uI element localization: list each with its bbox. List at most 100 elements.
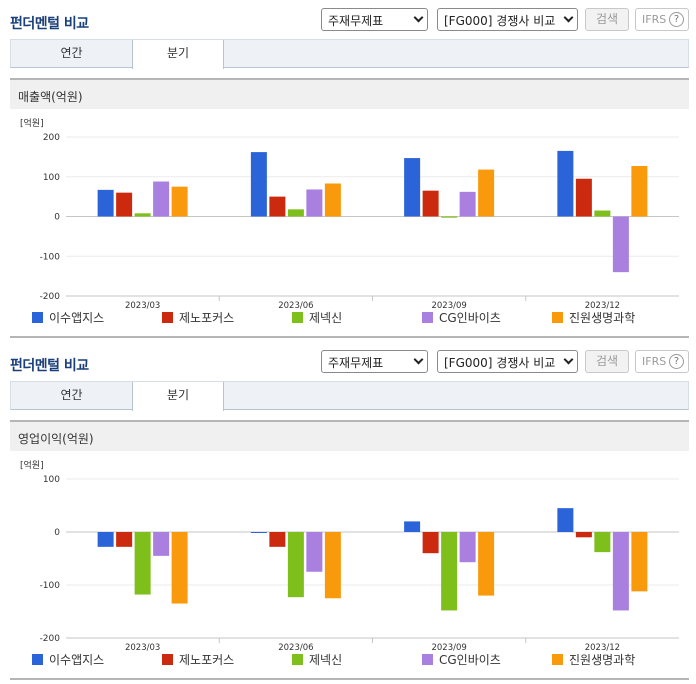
ifrs-button[interactable]: IFRS ? (635, 8, 689, 31)
ifrs-label: IFRS (642, 355, 667, 368)
bar (631, 532, 648, 592)
legend-item[interactable]: 이수앱지스 (32, 309, 104, 326)
bar (171, 186, 188, 217)
tab-annual[interactable]: 연간 (60, 388, 83, 402)
chevron-down-icon (563, 354, 574, 365)
y-tick-label: -200 (40, 292, 61, 302)
bar (557, 150, 574, 217)
compare-select[interactable]: [FG000] 경쟁사 비교 (437, 350, 578, 373)
fundamental-panel-revenue: 펀더멘털 비교 주재무제표 [FG000] 경쟁사 비교 검색 IFRS ? 연… (0, 0, 696, 339)
statement-select[interactable]: 주재무제표 (321, 8, 428, 31)
revenue-chart: [억원] 200 100 0 -100 -200 2023/03 2023/06 2023/09… (10, 109, 689, 339)
bar (441, 216, 458, 218)
chevron-down-icon (413, 12, 424, 23)
divider (10, 336, 689, 338)
panel-title: 펀더멘털 비교 (10, 16, 89, 32)
bar (557, 508, 574, 532)
legend-label: 제넥신 (309, 653, 343, 667)
revenue-chart-svg: [억원] 200 100 0 -100 -200 2023/03 2023/06 2023/09… (20, 117, 679, 309)
panel-header: 펀더멘털 비교 주재무제표 [FG000] 경쟁사 비교 검색 IFRS ? (0, 0, 696, 38)
legend-swatch (32, 654, 43, 665)
bar (116, 192, 133, 217)
chart-legend: 이수앱지스 제노포커스 제넥신 CG인바이츠 진원생명과학 (30, 651, 690, 671)
bar (422, 532, 439, 554)
chevron-down-icon (563, 12, 574, 23)
legend-label: 이수앱지스 (49, 311, 105, 325)
tab-annual[interactable]: 연간 (60, 46, 83, 60)
y-tick-label: 0 (54, 213, 60, 223)
bar (287, 532, 304, 598)
tab-quarterly[interactable]: 분기 (132, 382, 224, 411)
chart-legend: 이수앱지스 제노포커스 제넥신 CG인바이츠 진원생명과학 (30, 309, 690, 329)
bar (134, 213, 151, 217)
legend-swatch (552, 312, 563, 323)
compare-select-value: [FG000] 경쟁사 비교 (444, 14, 556, 28)
search-button[interactable]: 검색 (585, 350, 629, 373)
tab-quarterly[interactable]: 분기 (132, 40, 224, 69)
divider (10, 678, 689, 680)
fundamental-panel-operating-profit: 펀더멘털 비교 주재무제표 [FG000] 경쟁사 비교 검색 IFRS ? 연… (0, 342, 696, 684)
y-tick-label: 100 (43, 173, 60, 183)
help-icon[interactable]: ? (669, 12, 684, 27)
legend-label: 진원생명과학 (569, 311, 636, 325)
legend-item[interactable]: CG인바이츠 (422, 309, 501, 326)
legend-item[interactable]: 제노포커스 (162, 651, 234, 668)
legend-swatch (422, 654, 433, 665)
legend-item[interactable]: 제넥신 (292, 651, 342, 668)
x-tick-label: 2023/03 (125, 643, 160, 651)
bar (306, 189, 323, 217)
bar (116, 532, 133, 547)
bar (97, 189, 114, 217)
y-tick-label: 0 (54, 528, 60, 538)
compare-select[interactable]: [FG000] 경쟁사 비교 (437, 8, 578, 31)
search-button[interactable]: 검색 (585, 8, 629, 31)
legend-label: 이수앱지스 (49, 653, 105, 667)
bar (324, 183, 341, 217)
x-tick-label: 2023/03 (125, 301, 160, 309)
bar (478, 532, 495, 596)
compare-select-value: [FG000] 경쟁사 비교 (444, 356, 556, 370)
panel-header: 펀더멘털 비교 주재무제표 [FG000] 경쟁사 비교 검색 IFRS ? (0, 342, 696, 380)
x-tick-label: 2023/06 (278, 643, 313, 651)
legend-swatch (552, 654, 563, 665)
ifrs-button[interactable]: IFRS ? (635, 350, 689, 373)
legend-label: 제노포커스 (179, 653, 235, 667)
y-tick-label: -100 (40, 252, 61, 262)
bar (478, 169, 495, 217)
chart-subtitle: 영업이익(억원) (10, 420, 689, 451)
legend-swatch (292, 654, 303, 665)
help-icon[interactable]: ? (669, 354, 684, 369)
bar (459, 532, 476, 563)
legend-swatch (162, 654, 173, 665)
bar (441, 532, 458, 611)
chart-subtitle: 매출액(억원) (10, 78, 689, 109)
bar (404, 158, 421, 217)
y-tick-label: -100 (40, 581, 61, 591)
statement-select[interactable]: 주재무제표 (321, 350, 428, 373)
legend-swatch (292, 312, 303, 323)
bar (134, 532, 151, 595)
legend-item[interactable]: CG인바이츠 (422, 651, 501, 668)
legend-label: 진원생명과학 (569, 653, 636, 667)
x-tick-label: 2023/09 (431, 301, 466, 309)
legend-item[interactable]: 제넥신 (292, 309, 342, 326)
bar (575, 532, 592, 538)
x-tick-label: 2023/09 (431, 643, 466, 651)
legend-item[interactable]: 제노포커스 (162, 309, 234, 326)
bar (97, 532, 114, 547)
bar (575, 178, 592, 217)
operating-profit-chart-svg: [억원] 100 0 -100 -200 2023/03 2023/06 2023/09 202… (20, 459, 679, 651)
unit-label: [억원] (20, 459, 44, 471)
bar (287, 209, 304, 217)
bar (306, 532, 323, 572)
bar (250, 152, 267, 217)
legend-item[interactable]: 진원생명과학 (552, 309, 635, 326)
bar (594, 532, 611, 553)
y-tick-label: -200 (40, 634, 61, 644)
legend-item[interactable]: 진원생명과학 (552, 651, 635, 668)
legend-label: CG인바이츠 (439, 653, 501, 667)
legend-item[interactable]: 이수앱지스 (32, 651, 104, 668)
bar (171, 532, 188, 604)
ifrs-label: IFRS (642, 13, 667, 26)
legend-label: 제넥신 (309, 311, 343, 325)
